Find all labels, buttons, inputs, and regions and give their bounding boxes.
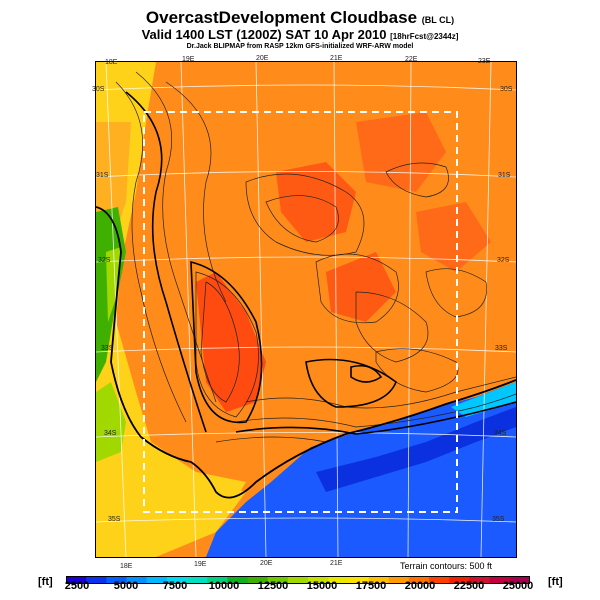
lat-label-right: 32S bbox=[497, 257, 510, 264]
forecast-map bbox=[95, 61, 517, 558]
colorbar-tick-label: 12500 bbox=[257, 580, 289, 592]
colorbar-swatch bbox=[509, 576, 531, 584]
colorbar-tick-label: 10000 bbox=[208, 580, 240, 592]
colorbar-swatch bbox=[489, 576, 511, 584]
lon-label-top: 18E bbox=[105, 59, 118, 66]
colorbar-tick-label: 20000 bbox=[404, 580, 436, 592]
colorbar-swatch bbox=[247, 576, 269, 584]
colorbar-swatch bbox=[187, 576, 208, 584]
colorbar-swatch bbox=[429, 576, 450, 584]
colorbar-swatch bbox=[66, 576, 87, 584]
colorbar-unit-right: [ft] bbox=[548, 576, 563, 588]
source-line: Dr.Jack BLIPMAP from RASP 12km GFS-initi… bbox=[186, 43, 414, 50]
colorbar-tick-label: 15000 bbox=[306, 580, 338, 592]
colorbar-swatch bbox=[328, 576, 349, 584]
lat-label-right: 30S bbox=[500, 86, 513, 93]
lat-label-left: 31S bbox=[96, 172, 109, 179]
lat-label-left: 34S bbox=[104, 430, 117, 437]
colorbar-swatch bbox=[348, 576, 370, 584]
colorbar-tick-label: 2500 bbox=[64, 580, 90, 592]
colorbar-swatch bbox=[227, 576, 249, 584]
lon-label-bottom: 18E bbox=[120, 563, 133, 570]
lon-label-top: 23E bbox=[478, 58, 491, 65]
lat-label-right: 33S bbox=[495, 345, 508, 352]
colorbar-swatch bbox=[449, 576, 470, 584]
inner-domain-box bbox=[143, 111, 458, 513]
colorbar bbox=[66, 571, 531, 589]
lon-label-top: 19E bbox=[182, 56, 195, 63]
lat-label-right: 34S bbox=[494, 430, 507, 437]
colorbar-swatch bbox=[388, 576, 410, 584]
colorbar-swatch bbox=[287, 576, 309, 584]
lat-label-right: 31S bbox=[498, 172, 511, 179]
colorbar-tick-label: 22500 bbox=[453, 580, 485, 592]
colorbar-swatch bbox=[146, 576, 168, 584]
colorbar-swatch bbox=[469, 576, 491, 584]
lon-label-top: 21E bbox=[330, 55, 343, 62]
lon-label-bottom: 21E bbox=[330, 560, 343, 567]
lon-label-bottom: 19E bbox=[194, 561, 207, 568]
colorbar-tick-label: 25000 bbox=[502, 580, 534, 592]
map-subtitle: Valid 1400 LST (1200Z) SAT 10 Apr 2010 [… bbox=[141, 27, 459, 42]
terrain-contour-note: Terrain contours: 500 ft bbox=[400, 561, 493, 571]
colorbar-swatch bbox=[267, 576, 289, 584]
colorbar-unit-left: [ft] bbox=[38, 576, 53, 588]
lon-label-top: 20E bbox=[256, 55, 269, 62]
coastline bbox=[96, 206, 516, 499]
colorbar-swatch bbox=[408, 576, 430, 584]
colorbar-swatch bbox=[207, 576, 228, 584]
colorbar-tick-label: 17500 bbox=[355, 580, 387, 592]
colorbar-swatch bbox=[106, 576, 128, 584]
colorbar-tick-label: 7500 bbox=[162, 580, 188, 592]
colorbar-swatch bbox=[368, 576, 390, 584]
lat-label-left: 30S bbox=[92, 86, 105, 93]
lat-label-left: 33S bbox=[101, 345, 114, 352]
colorbar-swatch bbox=[166, 576, 188, 584]
lat-label-left: 35S bbox=[108, 516, 121, 523]
colorbar-tick-label: 5000 bbox=[113, 580, 139, 592]
colorbar-swatch bbox=[308, 576, 329, 584]
colorbar-swatch bbox=[126, 576, 148, 584]
map-title: OvercastDevelopment Cloudbase (BL CL) bbox=[145, 8, 455, 27]
colorbar-swatch bbox=[86, 576, 107, 584]
lat-label-left: 32S bbox=[98, 257, 111, 264]
lon-label-bottom: 20E bbox=[260, 560, 273, 567]
lat-label-right: 35S bbox=[492, 516, 505, 523]
lon-label-top: 22E bbox=[405, 56, 418, 63]
